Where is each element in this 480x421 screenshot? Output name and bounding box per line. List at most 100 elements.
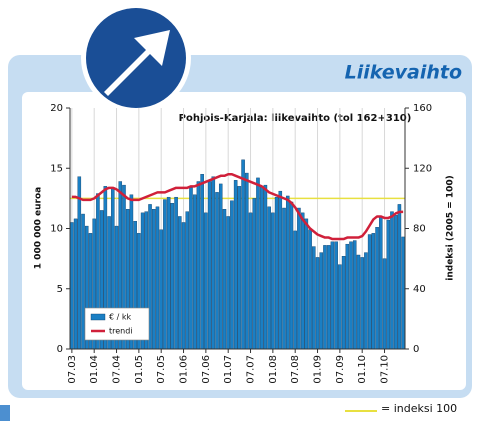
bar [73, 218, 78, 350]
y-tick-label: 0 [57, 344, 63, 355]
x-tick-label: 01.08 [268, 355, 279, 384]
bar [375, 227, 379, 350]
bar [174, 196, 178, 350]
x-tick-label: 07.05 [156, 355, 167, 384]
bar [200, 174, 204, 350]
bar [364, 252, 368, 350]
y-tick-label: 5 [57, 284, 63, 295]
header: Liikevaihto [345, 62, 462, 84]
legend-label: € / kk [109, 313, 132, 322]
x-tick-label: 01.05 [134, 355, 145, 384]
x-tick-label: 07.07 [246, 355, 257, 384]
bar [304, 218, 309, 350]
bar [397, 204, 402, 350]
bar [211, 176, 216, 350]
y2-tick-label: 40 [413, 284, 426, 295]
bar [382, 258, 387, 350]
x-tick-label: 01.06 [179, 355, 190, 384]
bar [289, 201, 294, 350]
legend-swatch [90, 313, 106, 321]
bar [341, 256, 346, 350]
bar [330, 241, 335, 350]
x-tick-label: 01.07 [223, 355, 234, 384]
bar [285, 195, 290, 350]
bar [360, 257, 364, 350]
bar [278, 190, 283, 350]
bar [70, 222, 74, 350]
bar [334, 241, 338, 350]
bar [352, 240, 357, 350]
x-tick-label: 07.04 [112, 355, 123, 384]
bar [218, 183, 223, 350]
bar [192, 194, 197, 350]
y2-tick-label: 80 [413, 224, 426, 235]
bar [282, 207, 286, 350]
bar [393, 215, 398, 350]
bar [222, 209, 227, 350]
bar [259, 186, 264, 350]
x-tick-label: 07.10 [380, 355, 391, 384]
y2-tick-label: 0 [413, 344, 419, 355]
y2-tick-label: 160 [413, 103, 432, 114]
bar [230, 200, 234, 350]
bar [241, 159, 245, 350]
bar [267, 206, 271, 350]
bar [181, 222, 186, 350]
bar [204, 212, 208, 350]
bar [256, 177, 260, 350]
bar [293, 230, 297, 350]
y2-axis-title: indeksi (2005 = 100) [446, 175, 456, 280]
bar [263, 184, 268, 350]
bar [226, 216, 230, 350]
x-tick-label: 07.06 [201, 355, 212, 384]
bar [151, 209, 156, 350]
bar [379, 216, 383, 350]
bar [215, 192, 219, 350]
bar [386, 219, 391, 350]
y2-tick-label: 120 [413, 163, 432, 174]
bar [207, 181, 212, 350]
y-tick-label: 10 [50, 224, 63, 235]
bar [297, 207, 301, 350]
bar [349, 241, 353, 350]
bar [367, 234, 372, 350]
bar [159, 229, 163, 350]
bar [271, 212, 275, 350]
bar [170, 202, 175, 350]
reference-label: = indeksi 100 [381, 402, 457, 415]
x-tick-label: 07.08 [290, 355, 301, 384]
x-tick-label: 07.09 [335, 355, 346, 384]
bar [274, 196, 279, 350]
tab [0, 405, 10, 421]
bar [319, 252, 324, 350]
bar [252, 198, 257, 350]
bar [166, 196, 171, 350]
arrow-icon [81, 3, 191, 113]
bar [185, 211, 190, 350]
bar [189, 187, 193, 350]
legend-label: trendi [109, 327, 133, 336]
bar [245, 172, 249, 350]
bar [401, 236, 405, 350]
legend-box [84, 307, 150, 341]
bar [356, 254, 361, 350]
y-tick-label: 15 [50, 163, 63, 174]
x-tick-label: 07.03 [67, 355, 78, 384]
bar [81, 213, 85, 350]
bar [300, 212, 305, 350]
bar [345, 243, 350, 350]
bar [338, 264, 342, 350]
bar [371, 233, 376, 350]
bar [312, 246, 316, 350]
x-tick-label: 01.04 [89, 355, 100, 384]
bar [77, 176, 82, 350]
bar [237, 186, 242, 350]
bar [248, 212, 253, 350]
x-tick-label: 01.10 [357, 355, 368, 384]
x-tick-label: 01.09 [313, 355, 324, 384]
bar [308, 229, 312, 350]
bar [178, 216, 182, 350]
bar [390, 211, 394, 350]
trend-line [71, 173, 404, 241]
